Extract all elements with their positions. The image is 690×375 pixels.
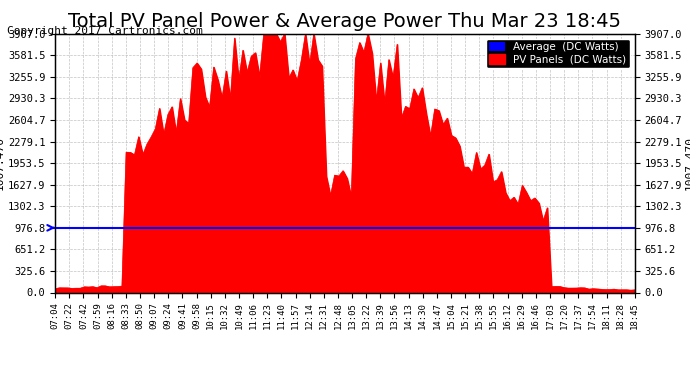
- Y-axis label: 1007.470: 1007.470: [684, 136, 690, 190]
- Y-axis label: 1007.470: 1007.470: [0, 136, 6, 190]
- Title: Total PV Panel Power & Average Power Thu Mar 23 18:45: Total PV Panel Power & Average Power Thu…: [68, 12, 622, 31]
- Text: Copyright 2017 Cartronics.com: Copyright 2017 Cartronics.com: [7, 26, 203, 36]
- Legend: Average  (DC Watts), PV Panels  (DC Watts): Average (DC Watts), PV Panels (DC Watts): [486, 39, 629, 68]
